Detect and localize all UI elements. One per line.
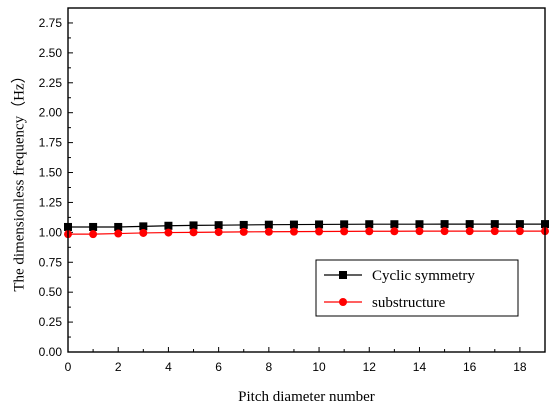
legend-label: Cyclic symmetry (372, 268, 475, 284)
data-point (365, 220, 374, 229)
data-point (415, 220, 424, 229)
data-point (164, 221, 173, 230)
x-tick-label: 18 (513, 360, 527, 374)
data-point (289, 220, 298, 229)
data-point (365, 227, 374, 236)
data-point (264, 227, 273, 236)
data-point (515, 227, 524, 236)
y-tick-label: 2.00 (39, 106, 63, 120)
data-point (239, 220, 248, 229)
y-tick-label: 1.25 (39, 195, 63, 209)
data-point (340, 227, 349, 236)
data-point (89, 222, 98, 231)
data-point (490, 227, 499, 236)
x-tick-label: 0 (65, 360, 72, 374)
data-point (340, 220, 349, 229)
x-tick-label: 12 (363, 360, 377, 374)
x-tick-label: 2 (115, 360, 122, 374)
data-point (139, 222, 148, 231)
data-point (390, 227, 399, 236)
data-point (139, 228, 148, 237)
plot-series (64, 220, 549, 239)
x-tick-label: 4 (165, 360, 172, 374)
legend: Cyclic symmetry substructure (315, 259, 519, 317)
data-point (189, 221, 198, 230)
data-point (515, 220, 524, 229)
data-point (214, 228, 223, 237)
data-point (89, 230, 98, 239)
data-point (239, 227, 248, 236)
y-tick-label: 2.75 (39, 16, 63, 30)
x-tick-label: 10 (312, 360, 326, 374)
data-point (164, 228, 173, 237)
data-point (114, 222, 123, 231)
data-point (264, 220, 273, 229)
series-0 (64, 220, 549, 231)
data-point (440, 227, 449, 236)
y-tick-label: 0.75 (39, 255, 63, 269)
y-tick-label: 1.75 (39, 136, 63, 150)
y-tick-label: 0.50 (39, 285, 63, 299)
y-tick-label: 0.00 (39, 345, 63, 359)
series-line (68, 230, 545, 235)
data-point (214, 221, 223, 230)
legend-label: substructure (372, 295, 446, 311)
y-axis-ticks: 0.00 0.25 0.50 0.75 1.00 1.25 1.50 1.75 2.00 2.25… (39, 16, 73, 359)
x-tick-label: 16 (463, 360, 477, 374)
data-point (315, 227, 324, 236)
data-point (490, 220, 499, 229)
y-tick-label: 0.25 (39, 315, 63, 329)
x-tick-label: 8 (265, 360, 272, 374)
y-tick-label: 2.25 (39, 76, 63, 90)
y-tick-label: 1.50 (39, 166, 63, 180)
y-tick-label: 2.50 (39, 46, 63, 60)
x-tick-label: 6 (215, 360, 222, 374)
data-point (289, 227, 298, 236)
x-axis-title: Pitch diameter number (238, 389, 375, 405)
data-point (189, 228, 198, 237)
series-1 (64, 227, 549, 239)
data-point (390, 220, 399, 229)
y-tick-label: 1.00 (39, 225, 63, 239)
data-point (465, 227, 474, 236)
data-point (315, 220, 324, 229)
data-point (114, 229, 123, 238)
plot-frame (67, 7, 546, 353)
legend-item: substructure (324, 295, 446, 311)
series-line (68, 223, 545, 228)
x-tick-label: 14 (413, 360, 427, 374)
x-axis-ticks: 0 2 4 6 8 10 12 14 16 18 (65, 347, 546, 374)
y-axis-title: The dimensionless frequency（Hz） (10, 68, 27, 291)
data-point (440, 220, 449, 229)
data-point (465, 220, 474, 229)
legend-marker (339, 298, 347, 306)
legend-item: Cyclic symmetry (324, 268, 475, 284)
legend-box (315, 259, 519, 317)
legend-marker (339, 271, 347, 279)
data-point (415, 227, 424, 236)
